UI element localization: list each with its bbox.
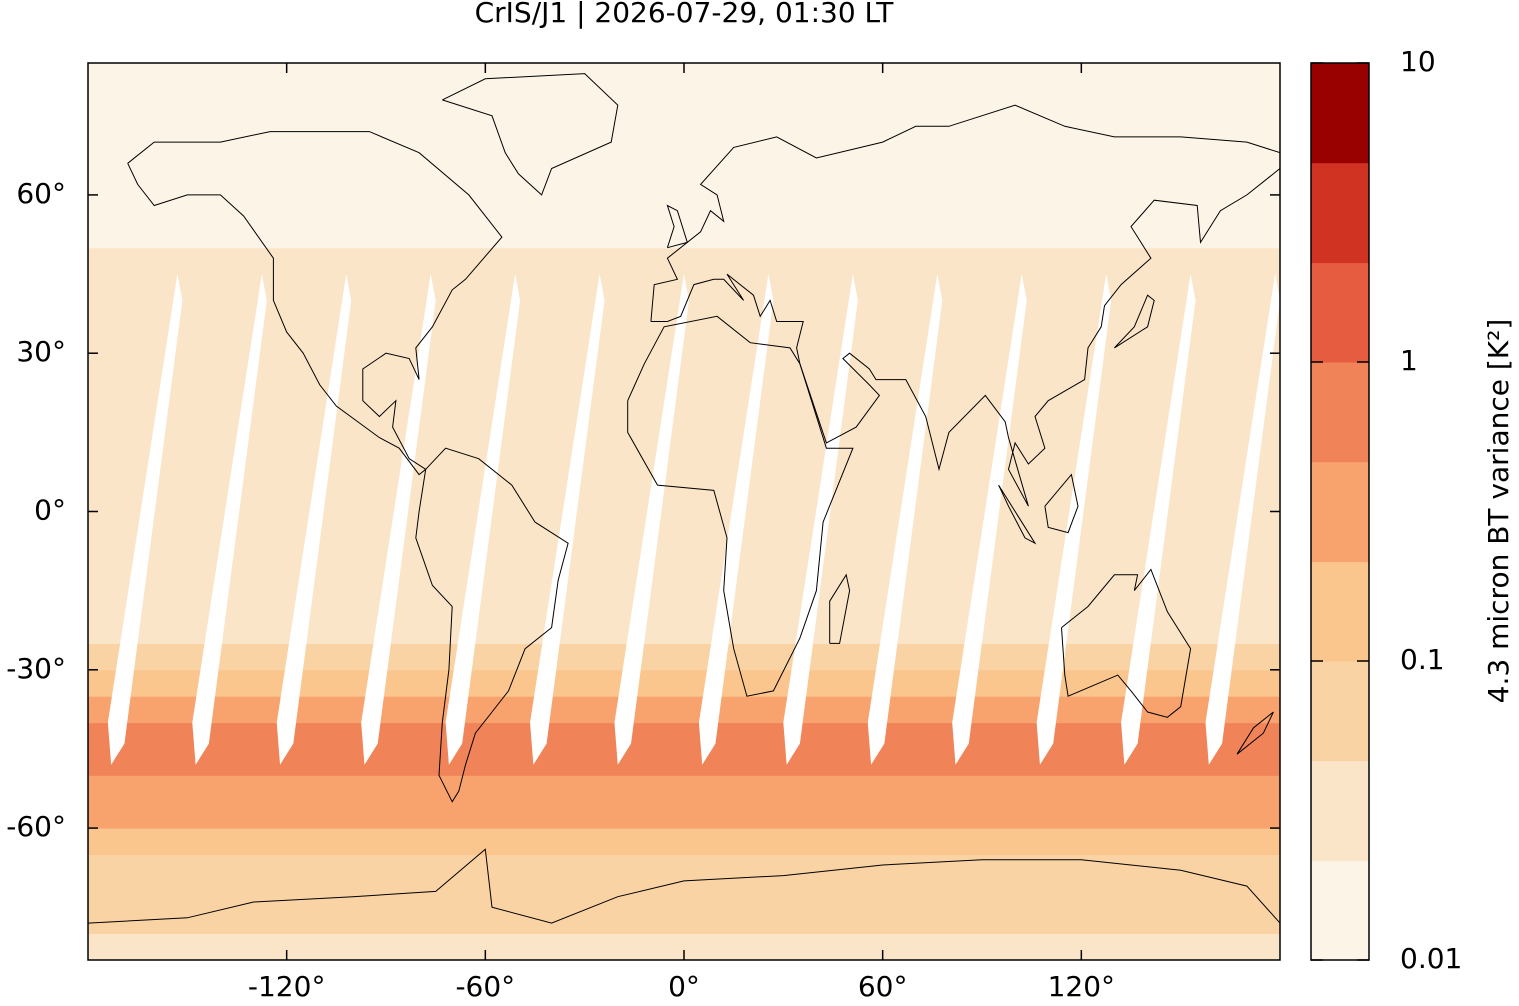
field-band	[88, 89, 1280, 117]
field-band	[88, 115, 1280, 143]
data-gap	[614, 274, 689, 765]
field-band	[88, 801, 1280, 829]
colorbar-level	[1311, 162, 1369, 264]
colorbar-level	[1311, 860, 1369, 961]
field-band	[88, 458, 1280, 486]
coastline	[627, 315, 854, 697]
field-band	[88, 142, 1280, 170]
colorbar-tick-label: 10	[1400, 45, 1436, 78]
field-band	[88, 696, 1280, 724]
field-band	[88, 432, 1280, 460]
coastline	[415, 447, 569, 803]
field-band	[88, 617, 1280, 644]
colorbar-level	[1311, 561, 1369, 662]
field-band	[88, 537, 1280, 565]
coastline	[1061, 568, 1192, 718]
colorbar-level	[1311, 262, 1369, 363]
field	[88, 63, 1280, 960]
coastline	[442, 73, 619, 196]
data-gap	[867, 274, 943, 765]
y-tick-label: -30°	[6, 652, 66, 685]
field-band	[88, 643, 1280, 671]
colorbar-level	[1311, 661, 1369, 762]
coastlines	[88, 73, 1280, 924]
field-band	[88, 828, 1280, 855]
colorbar-level	[1311, 760, 1369, 862]
data-gap	[1121, 274, 1196, 765]
field-band	[88, 379, 1280, 407]
field-band	[88, 511, 1280, 539]
field-band	[88, 748, 1280, 776]
data-gap	[1205, 274, 1280, 765]
chart-title: CrIS/J1 | 2026-07-29, 01:30 LT	[475, 0, 895, 29]
field-band	[88, 247, 1280, 275]
x-tick-label: 120°	[1048, 970, 1115, 1002]
data-gaps	[107, 274, 1280, 765]
coastline	[88, 848, 1280, 924]
field-band	[88, 907, 1280, 935]
field-band	[88, 722, 1280, 750]
data-gap	[783, 274, 858, 765]
colorbar-label: 4.3 micron BT variance [K²]	[1482, 319, 1515, 704]
coastline	[829, 573, 851, 644]
colorbar-level	[1311, 63, 1369, 164]
field-band	[88, 564, 1280, 592]
field-band	[88, 880, 1280, 908]
data-gap	[952, 274, 1027, 765]
y-tick-label: 60°	[16, 177, 66, 210]
y-tick-label: -60°	[6, 810, 66, 843]
colorbar: 0.01 0.1 1 10	[1310, 45, 1462, 975]
data-gap	[1036, 274, 1112, 765]
data-gap	[192, 274, 267, 765]
coastline	[998, 484, 1037, 545]
field-band	[88, 669, 1280, 697]
data-gap	[361, 274, 436, 765]
coastline	[1044, 473, 1079, 534]
colorbar-tick-label: 0.01	[1400, 942, 1462, 975]
colorbar-tick-label: 0.1	[1400, 643, 1445, 676]
field-band	[88, 854, 1280, 882]
field-band	[88, 168, 1280, 196]
data-gap	[445, 274, 521, 765]
x-tick-label: -60°	[455, 970, 515, 1002]
x-tick-label: 60°	[858, 970, 908, 1002]
coastline	[666, 204, 688, 249]
x-tick-label: 0°	[668, 970, 700, 1002]
field-band	[88, 775, 1280, 803]
data-gap	[530, 274, 605, 765]
field-band	[88, 194, 1280, 222]
colorbar-level	[1311, 362, 1369, 463]
data-gap	[276, 274, 352, 765]
coastline	[1236, 711, 1274, 755]
x-tick-label: -120°	[248, 970, 326, 1002]
field-band	[88, 221, 1280, 249]
coastline	[650, 104, 1280, 507]
y-tick-label: 30°	[16, 335, 66, 368]
field-band	[88, 485, 1280, 512]
field-band	[88, 590, 1280, 618]
data-gap	[107, 274, 183, 765]
field-band	[88, 405, 1280, 433]
field-band	[88, 353, 1280, 381]
coastline	[127, 131, 503, 476]
colorbar-tick-label: 1	[1400, 344, 1418, 377]
colorbar-level	[1311, 461, 1369, 563]
axes: -120° -60° 0° 60° 120° -60° -30° 0° 30° 60°	[6, 63, 1280, 1003]
colorbar-frame	[1310, 62, 1370, 961]
coastline	[1114, 294, 1155, 349]
data-gap	[698, 274, 774, 765]
y-tick-label: 0°	[34, 494, 66, 527]
